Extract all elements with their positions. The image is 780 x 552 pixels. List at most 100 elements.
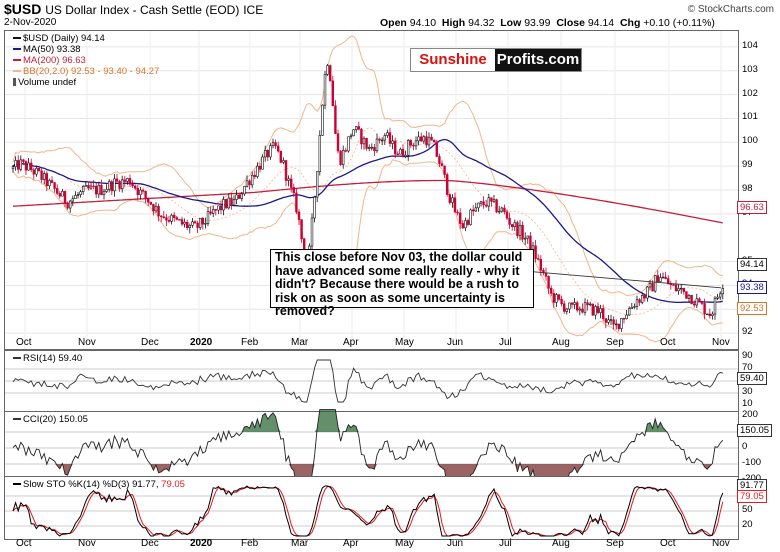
candle-body — [74, 195, 77, 200]
candle-body — [508, 217, 511, 225]
close-badge: 94.14 — [737, 258, 767, 271]
x-tick-label: Oct — [16, 337, 32, 348]
candle-body — [432, 139, 436, 143]
candle-body — [261, 156, 264, 170]
bb-mid-line — [12, 127, 723, 316]
candle-body — [71, 198, 75, 202]
candle-body — [69, 200, 72, 209]
candle-body — [633, 306, 636, 308]
candle-body — [552, 293, 556, 303]
candle-body — [594, 306, 597, 316]
candle-body — [669, 283, 673, 286]
candle-body — [339, 150, 342, 165]
candle-body — [162, 216, 165, 218]
x-tick-label: Jul — [499, 337, 512, 348]
candle-body — [565, 308, 569, 312]
candle-body — [289, 178, 293, 188]
candle-body — [401, 148, 405, 157]
candle-body — [497, 210, 501, 213]
candle-body — [664, 276, 667, 279]
cci-legend-text: CCI(20) 150.05 — [23, 414, 88, 425]
candle-body — [295, 192, 298, 213]
candle-body — [513, 222, 516, 228]
x-tick-label: Apr — [343, 538, 359, 549]
x-tick-label: Jun — [447, 337, 464, 348]
candle-body — [227, 197, 230, 209]
candle-body — [404, 154, 407, 157]
legend-volume: Volume undef — [13, 77, 76, 88]
candle-body — [708, 313, 712, 317]
cci-chart — [5, 409, 738, 488]
candle-body — [61, 191, 64, 197]
candle-body — [63, 191, 67, 204]
legend-bb-text: BB(20,2.0) 92.53 - 93.40 - 94.27 — [23, 66, 160, 77]
candle-body — [196, 222, 199, 228]
candle-body — [219, 205, 223, 211]
candle-body — [251, 174, 254, 186]
candle-body — [690, 294, 693, 305]
cci-swatch — [13, 418, 21, 421]
x-tick-label: Oct — [660, 538, 676, 549]
candle-body — [430, 136, 433, 141]
candle-body — [53, 182, 56, 189]
candle-body — [136, 187, 139, 196]
sto-legend: Slow STO %K(14) %D(3) 91.77, 79.05 — [13, 479, 185, 490]
high-value: 94.32 — [468, 17, 495, 29]
candle-body — [375, 138, 379, 152]
candle-body — [692, 303, 696, 306]
price-tick-label: 101 — [742, 111, 758, 123]
rsi-tick-label: 90 — [742, 350, 753, 361]
candle-body — [417, 136, 420, 142]
candle-body — [357, 126, 360, 130]
candle-body — [703, 303, 706, 315]
candle-body — [258, 165, 262, 170]
candle-body — [209, 211, 212, 214]
x-tick-label: May — [395, 538, 414, 549]
sto-tick-label: 50 — [742, 504, 753, 515]
candle-body — [188, 225, 191, 228]
candle-body — [575, 302, 579, 311]
candle-body — [217, 205, 220, 211]
candle-body — [206, 211, 210, 224]
candle-body — [573, 302, 576, 305]
candle-body — [659, 277, 662, 282]
candle-body — [204, 223, 207, 225]
candle-body — [128, 178, 132, 185]
x-tick-label: Apr — [343, 337, 359, 348]
candle-body — [518, 224, 522, 236]
candle-body — [373, 147, 376, 152]
candle-body — [677, 288, 680, 292]
candle-body — [391, 140, 394, 144]
x-axis-top: Oct Nov Dec 2020 Feb Mar Apr May Jun Jul Aug Sep Oct… — [4, 337, 737, 349]
candle-body — [393, 140, 397, 155]
candle-body — [672, 284, 675, 286]
candle-body — [414, 140, 418, 147]
candle-body — [617, 323, 621, 329]
candle-body — [167, 219, 171, 222]
rsi-legend: RSI(14) 59.40 — [13, 353, 82, 364]
candle-body — [149, 201, 152, 205]
candle-body — [97, 184, 101, 195]
candle-body — [627, 308, 631, 316]
candle-body — [588, 303, 592, 306]
candle-body — [622, 318, 626, 320]
candle-body — [37, 167, 41, 172]
candle-body — [19, 159, 22, 170]
candle-body — [66, 202, 69, 209]
candle-body — [630, 306, 634, 309]
candle-body — [705, 313, 709, 316]
candle-body — [276, 145, 280, 152]
x-tick-label: Nov — [712, 337, 730, 348]
candle-body — [557, 294, 561, 300]
candle-body — [555, 294, 558, 303]
x-tick-label: Jul — [499, 538, 512, 549]
exchange: ICE — [243, 3, 264, 17]
candle-body — [76, 194, 80, 196]
candle-body — [469, 209, 472, 225]
candle-body — [131, 183, 134, 187]
candle-body — [45, 173, 49, 187]
cci-positive-fill — [13, 409, 723, 432]
candle-body — [287, 178, 290, 181]
candle-body — [173, 214, 176, 218]
trend-line — [524, 270, 722, 289]
